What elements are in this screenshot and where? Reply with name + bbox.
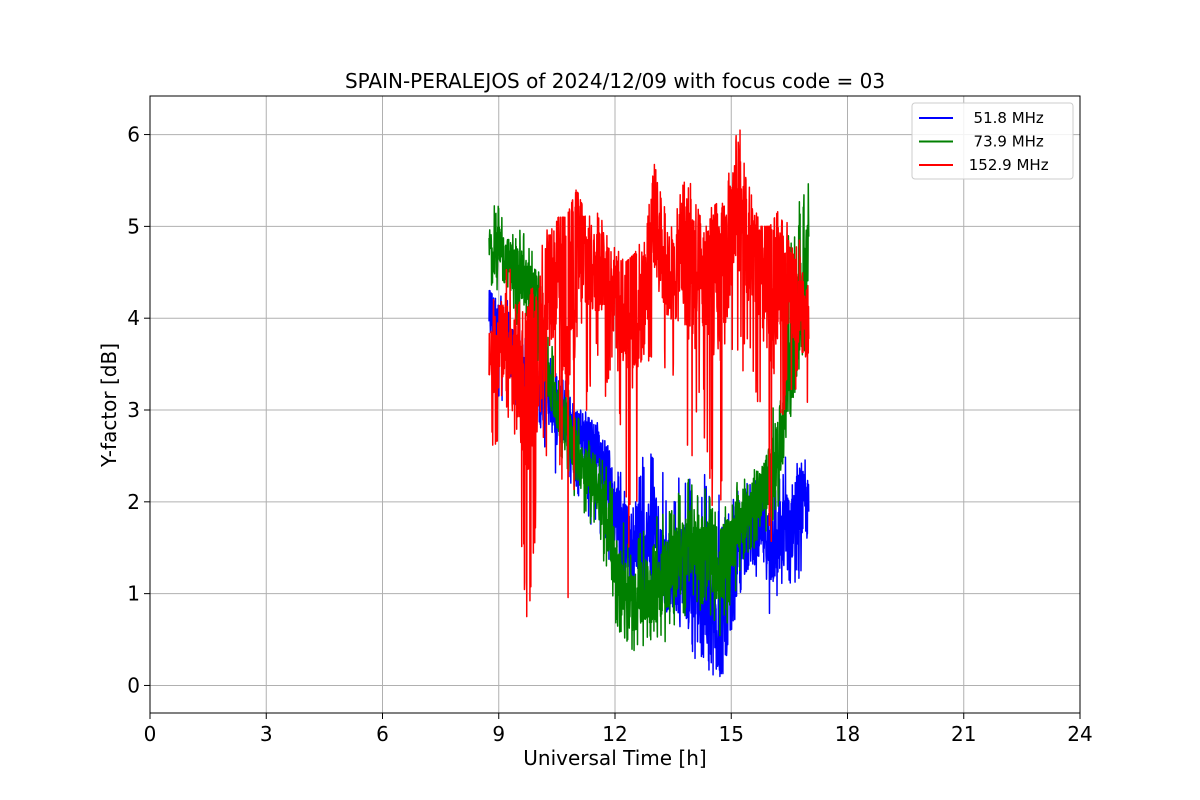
- y-tick-label: 0: [127, 673, 140, 697]
- legend-entry: 51.8 MHz: [964, 109, 1044, 127]
- y-tick-label: 1: [127, 582, 140, 606]
- y-ticks: 0 1 2 3 4 5 6: [127, 123, 150, 697]
- series-2: [488, 129, 810, 618]
- y-tick-label: 3: [127, 398, 140, 422]
- x-tick-label: 6: [376, 722, 389, 746]
- x-tick-label: 12: [602, 722, 627, 746]
- y-axis-label: Y-factor [dB]: [97, 343, 121, 468]
- x-tick-label: 15: [719, 722, 744, 746]
- y-tick-label: 4: [127, 306, 140, 330]
- x-axis-label: Universal Time [h]: [523, 746, 706, 770]
- y-tick-label: 6: [127, 123, 140, 147]
- x-tick-label: 18: [835, 722, 860, 746]
- legend-entry: 152.9 MHz: [964, 156, 1049, 174]
- x-tick-label: 21: [951, 722, 976, 746]
- y-tick-label: 2: [127, 490, 140, 514]
- series-line: [488, 129, 810, 618]
- x-ticks: 0 3 6 9 12 15 18 21 24: [144, 713, 1093, 746]
- legend-entry: 73.9 MHz: [964, 133, 1044, 151]
- x-tick-label: 0: [144, 722, 157, 746]
- y-tick-label: 5: [127, 214, 140, 238]
- x-tick-label: 24: [1067, 722, 1092, 746]
- legend-box: [911, 102, 1074, 180]
- series-layer: [488, 129, 810, 678]
- x-tick-label: 9: [492, 722, 505, 746]
- chart-title: SPAIN-PERALEJOS of 2024/12/09 with focus…: [345, 69, 885, 93]
- x-tick-label: 3: [260, 722, 273, 746]
- legend: 51.8 MHz 73.9 MHz 152.9 MHz: [911, 102, 1074, 180]
